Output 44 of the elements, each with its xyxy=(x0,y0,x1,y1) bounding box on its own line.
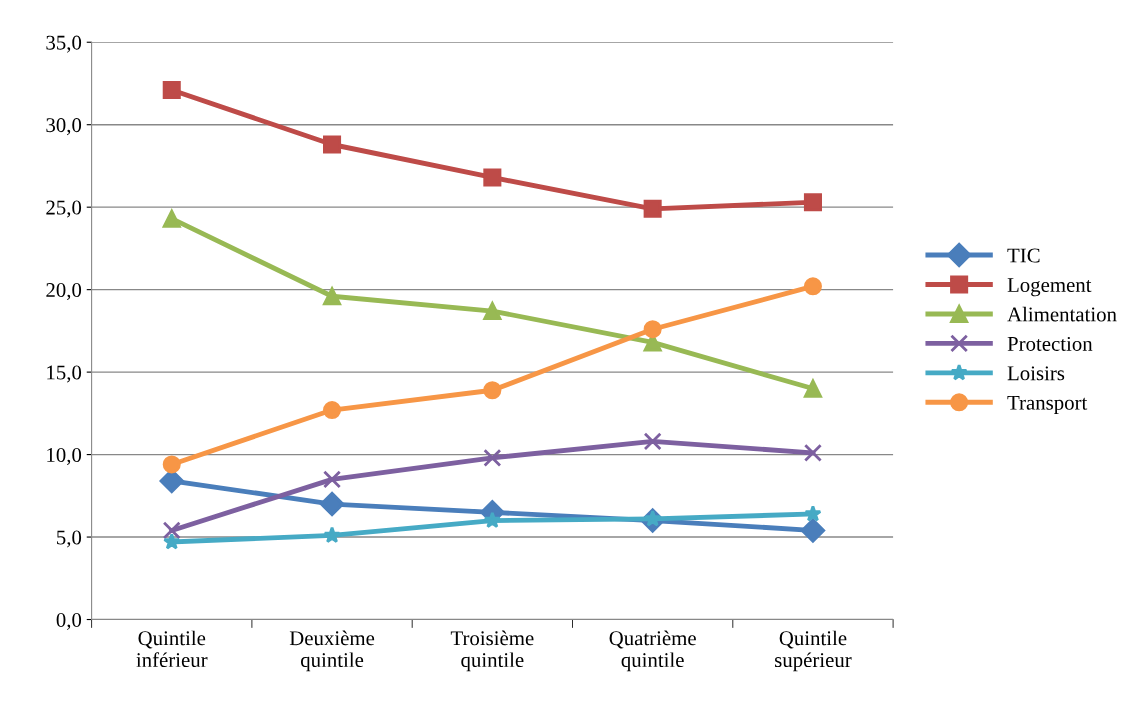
y-tick-label: 20,0 xyxy=(46,283,82,301)
point xyxy=(803,443,822,462)
point xyxy=(163,532,181,550)
legend-label: Protection xyxy=(1007,336,1093,351)
point xyxy=(162,455,181,474)
point xyxy=(323,526,341,543)
point xyxy=(483,381,502,400)
point xyxy=(323,287,342,306)
point xyxy=(162,521,181,540)
y-tick-label: 35,0 xyxy=(46,35,82,53)
point xyxy=(323,135,342,154)
point xyxy=(162,209,181,228)
point xyxy=(483,448,502,467)
point xyxy=(803,193,822,212)
point xyxy=(803,277,822,296)
point xyxy=(483,302,502,321)
point xyxy=(323,470,342,489)
point xyxy=(800,518,826,543)
point xyxy=(643,199,662,218)
point xyxy=(804,504,822,522)
y-tick-label: 5,0 xyxy=(57,530,82,548)
y-tick-label: 15,0 xyxy=(47,365,82,383)
point xyxy=(483,511,502,529)
point xyxy=(319,491,345,517)
point xyxy=(323,401,342,420)
x-tick-label: Troisième quintile xyxy=(450,630,534,672)
x-tick-label: Quintile inférieur xyxy=(136,630,208,668)
y-tick-label: 25,0 xyxy=(46,200,82,218)
x-tick-label: Quatrième quintile xyxy=(609,630,696,672)
point xyxy=(643,320,662,339)
y-tick-label: 0,0 xyxy=(56,612,82,630)
point xyxy=(803,377,823,398)
y-tick-label: 10,0 xyxy=(47,447,82,466)
legend-label: TIC xyxy=(1007,248,1040,263)
legend-label: Logement xyxy=(1007,278,1092,297)
point xyxy=(643,432,662,451)
legend-label: Loisirs xyxy=(1007,366,1065,381)
point xyxy=(483,168,502,187)
legend-label: Transport xyxy=(1007,395,1088,415)
point xyxy=(162,81,181,100)
legend-label: Alimentation xyxy=(1007,306,1117,322)
x-tick-label: Quintile supérieur xyxy=(775,630,852,672)
y-tick-label: 30,0 xyxy=(46,118,82,136)
x-tick-label: Deuxième quintile xyxy=(289,630,375,672)
